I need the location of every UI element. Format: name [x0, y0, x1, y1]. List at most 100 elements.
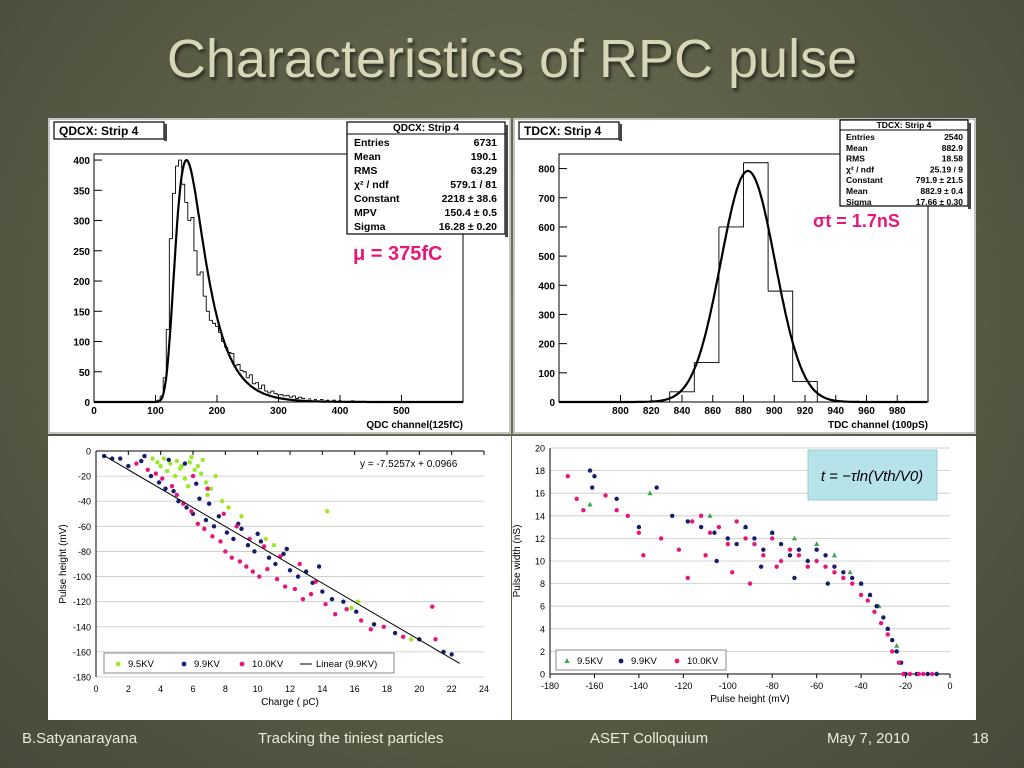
qdc-stats-rows: Entries 6731 Mean 190.1 RMS 63.29 χ² / ndf 579.…	[354, 137, 497, 233]
s2-point-10_0KV	[761, 553, 766, 558]
s2-point-9_9KV	[685, 519, 690, 524]
stats-value-0: 6731	[474, 137, 498, 149]
s2-point-10_0KV	[703, 553, 708, 558]
stats-label-4: Constant	[354, 193, 400, 205]
s1-linear-fit-line	[103, 455, 461, 664]
s1-point-10_0KV	[274, 576, 280, 582]
s1-point-9_9KV	[231, 536, 236, 542]
qdc-x-tick-label: 0	[91, 406, 97, 417]
s2-point-9_9KV	[874, 604, 879, 609]
s2-point-10_0KV	[823, 564, 828, 569]
s1-point-10_0KV	[218, 539, 223, 544]
qdc-histogram-bin	[240, 370, 244, 372]
s2-point-10_0KV	[614, 507, 619, 513]
qdc-histogram-bin	[197, 271, 201, 276]
s2-point-10_0KV	[878, 620, 884, 626]
s2-point-10_0KV	[716, 524, 722, 530]
s2-point-9_9KV	[805, 558, 810, 564]
qdc-tag-shadow	[164, 124, 167, 141]
stats-value-2: 18.58	[942, 154, 964, 164]
s1-point-9_5KV	[185, 483, 191, 489]
s1-point-9_5KV	[164, 468, 170, 474]
s2-point-9_5KV	[831, 552, 838, 558]
s2-plot-area: 0 2 4 6 8 10 12 14 16 18 20 -180 -160 -140 -120 -100 -80…	[512, 444, 953, 706]
qdc-histogram-bin	[261, 384, 266, 392]
tdc-fit-curve	[559, 169, 928, 404]
tdc-y-tick-label: 300	[538, 310, 555, 321]
s2-point-9_9KV	[770, 530, 775, 535]
s1-point-10_0KV	[205, 486, 210, 491]
s1-y-tick-label: -100	[73, 572, 91, 582]
qdc-histogram-bin	[200, 271, 204, 297]
s2-point-10_0KV	[787, 547, 793, 552]
s2-point-9_9KV	[850, 575, 855, 581]
s1-point-9_5KV	[324, 509, 330, 514]
qdc-histogram-bin	[181, 183, 186, 203]
s2-point-9_9KV	[712, 530, 717, 535]
s2-legend-swatch	[674, 658, 680, 664]
s1-point-9_9KV	[182, 461, 188, 466]
qdc-y-tick-label: 0	[84, 398, 90, 409]
qdc-histogram-bin	[243, 371, 247, 378]
s1-point-9_9KV	[216, 514, 222, 519]
s1-point-10_0KV	[292, 586, 298, 592]
s1-point-9_9KV	[255, 531, 260, 537]
qdc-tag-text: QDCX: Strip 4	[59, 124, 139, 138]
s1-point-9_9KV	[184, 505, 189, 510]
s2-y-tick-label: 2	[540, 647, 545, 657]
s1-point-10_0KV	[344, 607, 349, 612]
s1-point-9_5KV	[409, 637, 414, 642]
tdc-x-tick-label: 960	[858, 406, 875, 417]
s2-legend-items: 9.5KV 9.9KV 10.0KV	[564, 656, 719, 667]
s1-point-9_9KV	[329, 596, 335, 602]
qdc-histogram-bin	[289, 395, 293, 398]
tdc-y-tick-label: 500	[538, 252, 555, 263]
s2-point-10_0KV	[770, 536, 775, 541]
s2-y-tick-label: 10	[535, 557, 545, 567]
s2-x-tick-label: -20	[899, 681, 912, 691]
s1-point-9_5KV	[203, 480, 209, 485]
s1-point-9_5KV	[150, 456, 155, 461]
qdc-histogram-bin	[258, 385, 263, 390]
s1-point-10_0KV	[282, 584, 288, 589]
s2-point-9_9KV	[858, 581, 864, 586]
stats-label-0: Entries	[354, 137, 390, 149]
s2-point-9_9KV	[841, 570, 846, 575]
s1-x-tick-label: 24	[479, 684, 489, 694]
s1-y-tick-label: -60	[78, 522, 91, 532]
s1-point-9_9KV	[281, 551, 286, 557]
qdc-fit-curve	[94, 158, 463, 404]
tdc-histogram-bin	[669, 362, 695, 393]
stats-value-5: 882.9 ± 0.4	[921, 186, 964, 196]
s2-legend-label: 9.9KV	[631, 656, 658, 667]
s2-formula-box: t = −τln(Vth/V0)	[807, 449, 938, 501]
s1-point-10_0KV	[381, 624, 386, 629]
qdc-tag-box: QDCX: Strip 4	[53, 121, 167, 141]
qdc-histogram-bin	[230, 353, 235, 366]
s1-point-9_5KV	[174, 458, 180, 464]
s2-point-10_0KV	[872, 609, 877, 615]
tdc-tag-text: TDCX: Strip 4	[524, 124, 602, 138]
s1-point-9_9KV	[203, 517, 209, 523]
qdc-histogram-bin	[255, 382, 259, 389]
s1-legend-label: 9.5KV	[128, 659, 155, 670]
s2-x-tick-label: -60	[810, 681, 823, 691]
s1-point-9_9KV	[224, 530, 230, 535]
s1-point-9_5KV	[192, 467, 197, 473]
s1-point-9_9KV	[197, 496, 202, 501]
tdc-x-tick-label: 900	[766, 406, 783, 417]
tdc-x-tick-label: 840	[674, 406, 691, 417]
s2-y-tick-label: 20	[535, 444, 545, 454]
s1-point-10_0KV	[250, 569, 256, 574]
s1-point-9_9KV	[163, 486, 168, 491]
stats-value-4: 2218 ± 38.6	[442, 193, 498, 205]
s2-point-9_9KV	[792, 575, 797, 581]
s2-point-10_0KV	[774, 564, 779, 569]
s2-point-9_5KV	[587, 501, 593, 507]
stats-label-2: RMS	[354, 165, 377, 177]
s2-point-9_9KV	[758, 564, 764, 569]
s1-y-axis-label: Pulse height (mV)	[58, 524, 69, 603]
s2-point-9_5KV	[647, 490, 653, 496]
qdc-mu-annotation: μ = 375fC	[353, 243, 443, 265]
